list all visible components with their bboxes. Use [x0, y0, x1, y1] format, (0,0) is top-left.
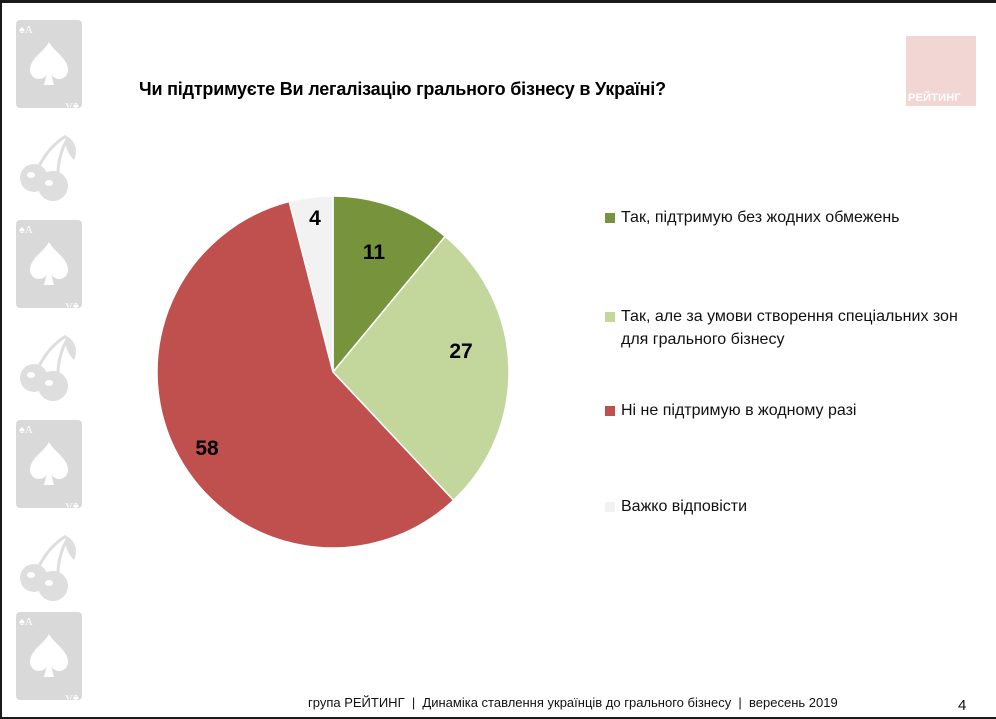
cherry-icon [16, 130, 82, 207]
svg-text:♠A: ♠A [19, 616, 33, 628]
legend-swatch [605, 312, 615, 322]
page-number: 4 [958, 697, 967, 714]
pie-slices [156, 195, 510, 549]
ace-of-spades-card-icon: ♠A ♠A [16, 420, 82, 513]
pie-slice [332, 195, 447, 375]
legend-swatch [605, 502, 615, 512]
pie-data-label: 27 [449, 340, 472, 363]
reyting-logo: РЕЙТИНГ [906, 36, 976, 106]
legend-swatch [605, 406, 615, 416]
footer-text: група РЕЙТИНГ | Динаміка ставлення украї… [308, 695, 838, 710]
pie-chart: 11 27 58 4 [156, 195, 510, 549]
legend-label: Так, але за умови створення спеціальних … [621, 308, 958, 348]
svg-text:♠A: ♠A [19, 224, 33, 236]
pie-data-labels: 11 27 58 4 [195, 207, 472, 460]
legend-label: Важко відповісти [621, 498, 748, 515]
pie-data-label: 58 [195, 437, 219, 460]
slide: ♠A ♠A ♠A ♠A ♠A ♠A ♠A ♠A Чи підтримуєте Ви легал… [2, 3, 996, 717]
pie-slice [156, 200, 455, 549]
pie-data-label: 4 [309, 207, 321, 230]
svg-text:♠A: ♠A [19, 24, 33, 36]
cherry-icon [16, 330, 82, 407]
pie-slice [288, 195, 334, 373]
pie-slice [332, 235, 510, 502]
legend-label: Так, підтримую без жодних обмежень [621, 209, 900, 226]
ace-of-spades-card-icon: ♠A ♠A [16, 20, 82, 113]
legend-label: Ні не підтримую в жодному разі [621, 402, 857, 419]
chart-title: Чи підтримуєте Ви легалізацію грального … [139, 79, 666, 99]
legend-item-no-support: Ні не підтримую в жодному разі [605, 399, 981, 422]
cherry-icon [16, 530, 82, 607]
legend-item-conditional-support: Так, але за умови створення спеціальних … [605, 305, 981, 351]
legend-item-hard-to-say: Важко відповісти [605, 495, 981, 518]
svg-text:♠A: ♠A [19, 424, 33, 436]
ace-of-spades-card-icon: ♠A ♠A [16, 220, 82, 313]
logo-text: РЕЙТИНГ [908, 92, 961, 104]
ace-of-spades-card-icon: ♠A ♠A [16, 612, 82, 705]
legend-item-full-support: Так, підтримую без жодних обмежень [605, 206, 981, 229]
pie-data-label: 11 [363, 241, 386, 264]
legend-swatch [605, 213, 615, 223]
